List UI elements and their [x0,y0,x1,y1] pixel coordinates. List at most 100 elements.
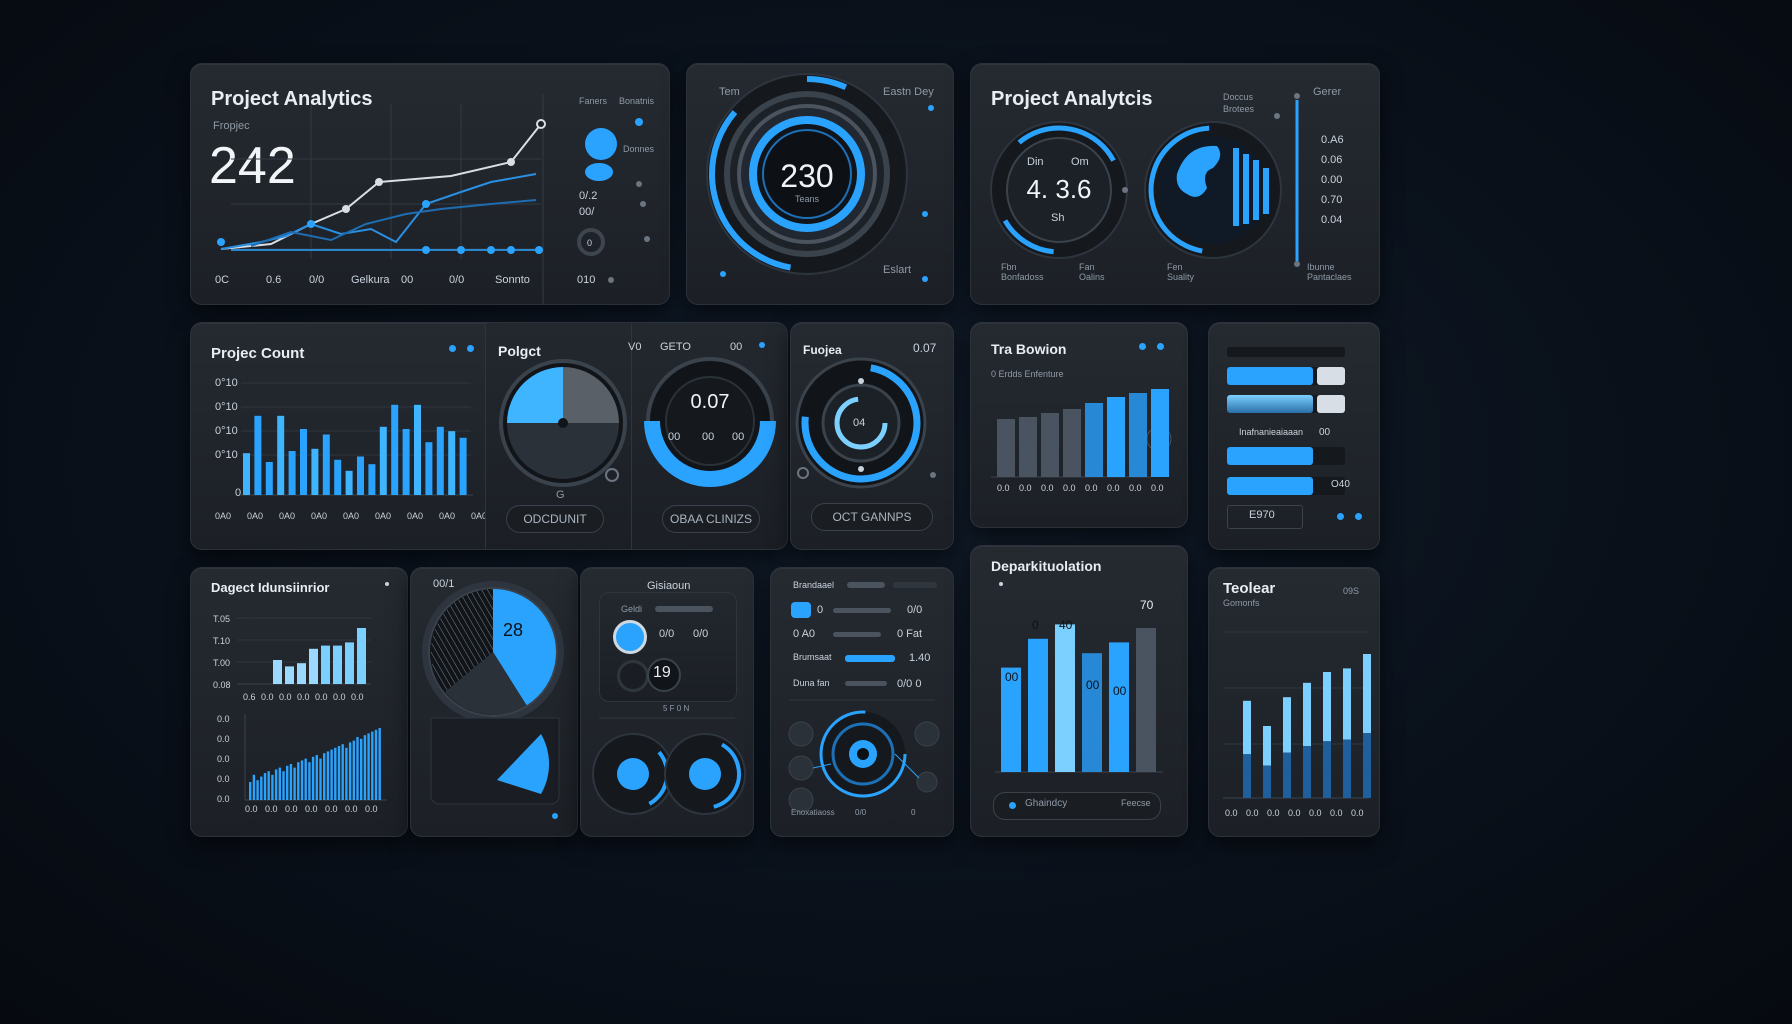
chart-bar [414,404,421,495]
donut-button[interactable]: OBAA CLINIZS [662,505,760,533]
x-label: 0A0 [215,511,232,521]
side-label: 00/ [579,206,595,218]
donut-value: 0.07 [690,391,730,413]
chart-bar [263,773,267,800]
bar-value-label: 0 [1032,618,1039,632]
y-label: T.05 [213,614,231,624]
x-label: 0.0 [325,804,338,814]
footer-pill[interactable] [993,792,1161,820]
chart-bar [1263,726,1271,766]
chart-bar [425,442,433,495]
metric-value: 242 [209,137,296,195]
chart-bar [323,753,326,800]
top-label: Brotees [1223,104,1255,114]
chart-bar [345,747,348,800]
list-value: 0.06 [1321,154,1343,166]
chart-bar [297,762,300,800]
chart-bar [1303,682,1311,747]
panel-project-analytics: Project Analytics Fropjec 242 0C 0.6 0/0… [190,63,670,305]
gauge-label-tl: Tem [719,86,740,98]
control-slider[interactable] [655,606,713,612]
chart-bar [348,742,352,800]
gauge-label-br: Eslart [883,264,912,276]
chart-bar [1323,741,1331,798]
x-label: 0.0 [315,692,328,702]
status-dot [467,345,474,352]
slider-row-label: Brumsaat [793,652,832,662]
x-label: 0.0 [1330,808,1343,818]
chart-bar [334,459,342,495]
chart-bar [448,431,456,495]
knob-pair [592,717,746,815]
pie-label: G [556,489,565,501]
x-label: 0A0 [407,511,424,521]
x-label: 0A0 [311,511,328,521]
bottom-label: Fan Oalins [1079,262,1105,282]
slider[interactable] [845,655,895,662]
bar-track [1227,347,1345,357]
panel-subtitle: Gomonfs [1223,598,1260,608]
status-dot [1157,343,1164,350]
chart-bar [1283,697,1291,753]
chart-bar [311,756,315,800]
chart-bar [1082,653,1102,772]
x-label: 00 [401,274,414,286]
chart-bar [289,764,293,800]
chart-bar [378,728,381,800]
panel-title: Brandaael [793,580,835,590]
pie-button[interactable]: ODCDUNIT [506,505,604,533]
y-label: 0.0 [217,774,230,784]
chart-bar [277,415,285,495]
panel-project-analytics-2: Project Analytcis 4. 3.6 Din Om Sh Doccu… [970,63,1380,305]
bar-fill [1227,367,1314,385]
gauge-sub: Teans [794,194,820,204]
panel-subtitle: 0 Erdds Enfenture [991,369,1064,379]
chart-bar [1151,389,1169,477]
target-button[interactable]: OCT GANNPS [811,503,933,531]
panel-donut: V0 GETO 00 0.07 00 00 00 OBAA CLINIZS [628,323,787,549]
list-value: 0.04 [1321,214,1343,226]
chart-bar [1107,397,1125,477]
footer-dot [1009,802,1016,809]
bar-value-label: 40 [1059,618,1073,632]
slider[interactable] [833,632,881,637]
chart-bar [1363,733,1371,798]
chart-bar [252,774,256,800]
chart-bar [256,780,259,800]
chart-bar [249,782,252,800]
footer-right: Feecse [1121,798,1151,808]
slider-value: 0 Fat [897,628,923,640]
list-value: 0.70 [1321,194,1343,206]
chart-bar [402,429,410,495]
control-sub: 5 F 0 N [663,704,690,713]
dual-gauge [990,93,1300,267]
bottom-label: Fbn Bonfadoss [1001,262,1044,282]
dial-label: Enoxatiaoss [791,808,835,817]
side-label: Faners [579,96,608,106]
counter-knob[interactable] [647,658,681,692]
panel-title: Dagect Idunsiinrior [211,580,330,595]
chart-bar [308,762,311,800]
toggle-knob[interactable] [613,620,647,654]
footer-value: E970 [1249,509,1275,521]
panel-sliders: Brandaael 0 0/0 0 A0 0 Fat Brumsaat 1.40… [770,567,954,837]
list-value: 0.A6 [1321,134,1344,146]
x-label: Sonnto [495,274,530,286]
chart-bar [293,767,296,800]
y-label: 0°10 [215,449,238,461]
bar-fill [1227,447,1314,465]
bar-end [1317,367,1345,385]
slider[interactable] [845,681,887,686]
panel-gauge: 230 Teans Tem Eastn Dey Eslart [686,63,954,305]
chart-bar [297,663,306,684]
chart-bar [1363,654,1371,734]
panel-title: Projec Count [211,345,305,362]
slider[interactable] [833,608,891,613]
panel-title: Project Analytics [211,88,373,110]
pie-chart-2 [422,581,564,819]
chart-bar [1283,752,1291,798]
x-label: 0.0 [261,692,274,702]
slider-value: 0/0 [907,604,923,616]
target-value: 0.07 [913,341,937,355]
chart-bar [357,628,366,684]
